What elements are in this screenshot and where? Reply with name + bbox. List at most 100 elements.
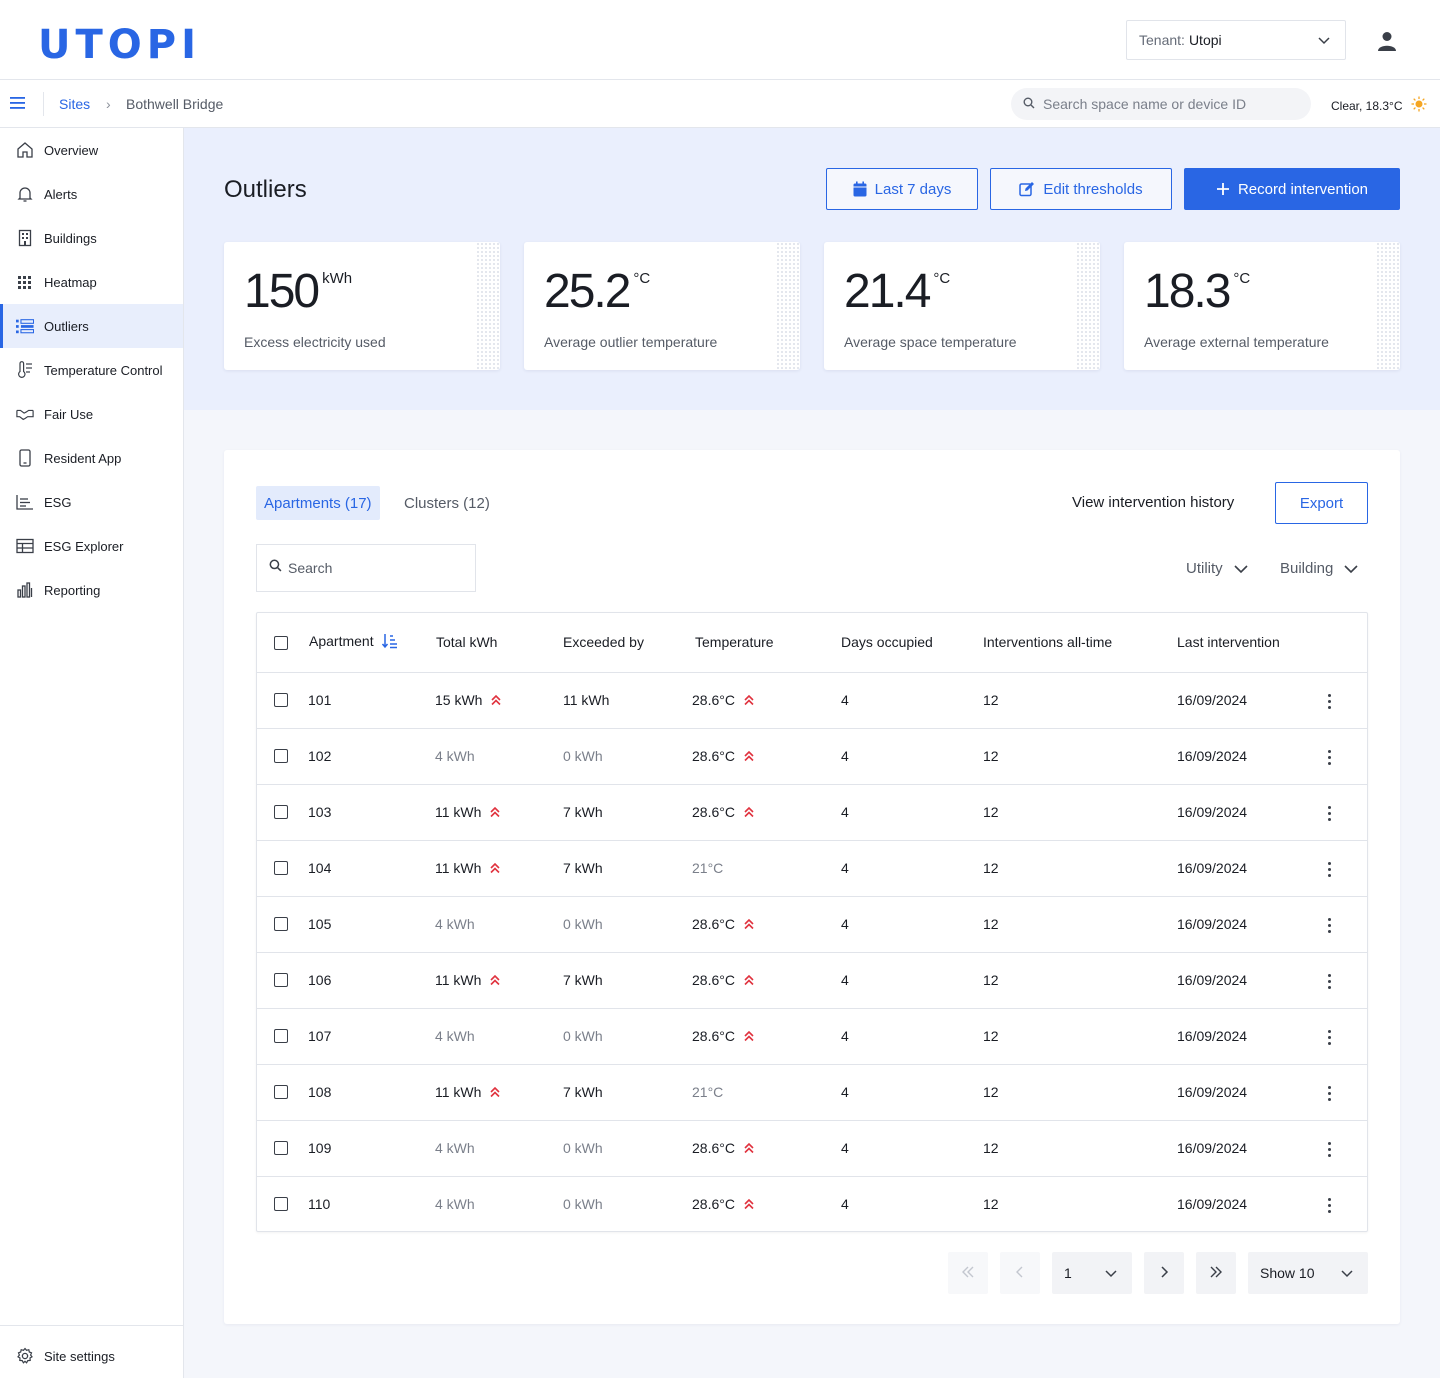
sidebar-item-heatmap[interactable]: Heatmap [0,260,183,304]
row-actions-kebab-icon[interactable] [1323,857,1335,881]
cell-apartment: 106 [308,972,331,988]
row-checkbox[interactable] [274,1085,288,1099]
double-chevron-up-icon [743,694,755,706]
cell-exceeded-by: 7 kWh [563,1084,603,1100]
table-row[interactable]: 110 4 kWh 0 kWh 28.6°C 4 12 16/09/2024 [257,1177,1367,1233]
view-intervention-history-link[interactable]: View intervention history [1072,494,1235,511]
row-checkbox[interactable] [274,973,288,987]
cell-text: 16/09/2024 [1177,972,1248,988]
cell-text: 104 [308,860,332,876]
column-header-total-kwh[interactable]: Total kWh [436,634,498,650]
sidebar-item-label: Outliers [44,318,89,334]
space-search-input[interactable] [1043,96,1293,112]
stat-card-avg-outlier-temp: 25.2 °C Average outlier temperature [524,242,800,370]
row-actions-kebab-icon[interactable] [1323,745,1335,769]
page-size-select[interactable]: Show 10 [1248,1252,1368,1294]
row-actions-kebab-icon[interactable] [1323,1025,1335,1049]
cell-days-occupied: 4 [841,804,849,820]
row-checkbox[interactable] [274,917,288,931]
table-search[interactable] [256,544,476,592]
edit-thresholds-button[interactable]: Edit thresholds [990,168,1172,210]
cell-exceeded-by: 0 kWh [563,1196,603,1212]
cell-temperature: 28.6°C [692,1196,755,1212]
row-checkbox[interactable] [274,805,288,819]
date-range-button[interactable]: Last 7 days [826,168,978,210]
building-filter-dropdown[interactable]: Building [1280,560,1359,577]
table-search-input[interactable] [288,560,468,576]
stat-value: 25.2 °C [544,264,650,319]
stat-value: 150 kWh [244,264,352,319]
last-page-button[interactable] [1196,1252,1236,1294]
table-row[interactable]: 109 4 kWh 0 kWh 28.6°C 4 12 16/09/2024 [257,1121,1367,1177]
user-account-icon[interactable] [1370,24,1404,58]
table-row[interactable]: 102 4 kWh 0 kWh 28.6°C 4 12 16/09/2024 [257,729,1367,785]
space-search[interactable] [1011,88,1311,120]
next-page-button[interactable] [1144,1252,1184,1294]
row-checkbox[interactable] [274,749,288,763]
row-actions-kebab-icon[interactable] [1323,1081,1335,1105]
sidebar-item-buildings[interactable]: Buildings [0,216,183,260]
sidebar-item-reporting[interactable]: Reporting [0,568,183,612]
row-checkbox[interactable] [274,861,288,875]
table-row[interactable]: 101 15 kWh 11 kWh 28.6°C 4 12 16/09/2024 [257,673,1367,729]
column-header-apartment[interactable]: Apartment [309,633,398,649]
sidebar-item-resident-app[interactable]: Resident App [0,436,183,480]
table-row[interactable]: 104 11 kWh 7 kWh 21°C 4 12 16/09/2024 [257,841,1367,897]
row-checkbox[interactable] [274,1197,288,1211]
chevron-down-icon [1233,561,1249,577]
utility-filter-dropdown[interactable]: Utility [1186,560,1249,577]
cell-text: 7 kWh [563,804,603,820]
row-actions-kebab-icon[interactable] [1323,969,1335,993]
edit-icon [1019,181,1035,197]
utopi-logo[interactable]: UTOPI [38,22,201,68]
column-header-exceeded-by[interactable]: Exceeded by [563,634,644,650]
stat-card-avg-space-temp: 21.4 °C Average space temperature [824,242,1100,370]
table-row[interactable]: 106 11 kWh 7 kWh 28.6°C 4 12 16/09/2024 [257,953,1367,1009]
select-all-checkbox[interactable] [274,636,288,650]
record-intervention-button[interactable]: Record intervention [1184,168,1400,210]
column-header-temperature[interactable]: Temperature [695,634,774,650]
breadcrumb-sites-link[interactable]: Sites [59,96,91,112]
bell-icon [16,185,34,203]
column-header-last-intervention[interactable]: Last intervention [1177,634,1280,650]
chevron-down-icon [1104,1266,1118,1280]
table-row[interactable]: 107 4 kWh 0 kWh 28.6°C 4 12 16/09/2024 [257,1009,1367,1065]
row-checkbox[interactable] [274,1029,288,1043]
sidebar-item-esg[interactable]: ESG [0,480,183,524]
column-header-interventions[interactable]: Interventions all-time [983,634,1113,650]
sort-descending-icon[interactable] [381,633,398,649]
sidebar-item-temperature-control[interactable]: Temperature Control [0,348,183,392]
table-row[interactable]: 103 11 kWh 7 kWh 28.6°C 4 12 16/09/2024 [257,785,1367,841]
tab-clusters[interactable]: Clusters (12) [404,494,490,512]
cell-days-occupied: 4 [841,748,849,764]
cell-text: 108 [308,1084,332,1100]
tab-apartments[interactable]: Apartments (17) [256,486,380,520]
previous-page-button[interactable] [1000,1252,1040,1294]
sidebar-item-overview[interactable]: Overview [0,128,183,172]
row-actions-kebab-icon[interactable] [1323,1193,1335,1217]
column-header-days-occupied[interactable]: Days occupied [841,634,933,650]
row-actions-kebab-icon[interactable] [1323,689,1335,713]
cell-apartment: 105 [308,916,331,932]
page-select[interactable]: 1 [1052,1252,1132,1294]
sidebar-item-fair-use[interactable]: Fair Use [0,392,183,436]
row-actions-kebab-icon[interactable] [1323,801,1335,825]
row-checkbox[interactable] [274,1141,288,1155]
table-row[interactable]: 105 4 kWh 0 kWh 28.6°C 4 12 16/09/2024 [257,897,1367,953]
cell-total-kwh: 4 kWh [435,1196,475,1212]
table-row[interactable]: 108 11 kWh 7 kWh 21°C 4 12 16/09/2024 [257,1065,1367,1121]
sidebar-item-site-settings[interactable]: Site settings [0,1334,183,1378]
cell-total-kwh: 4 kWh [435,1028,475,1044]
sidebar-item-esg-explorer[interactable]: ESG Explorer [0,524,183,568]
row-actions-kebab-icon[interactable] [1323,913,1335,937]
row-checkbox[interactable] [274,693,288,707]
export-button[interactable]: Export [1275,482,1368,524]
row-actions-kebab-icon[interactable] [1323,1137,1335,1161]
cell-text: 28.6°C [692,1196,735,1212]
tenant-select[interactable]: Tenant: Utopi [1126,20,1346,60]
hamburger-menu-icon[interactable] [10,96,28,112]
page-size-label: Show 10 [1260,1265,1315,1281]
sidebar-item-outliers[interactable]: Outliers [0,304,183,348]
first-page-button[interactable] [948,1252,988,1294]
sidebar-item-alerts[interactable]: Alerts [0,172,183,216]
